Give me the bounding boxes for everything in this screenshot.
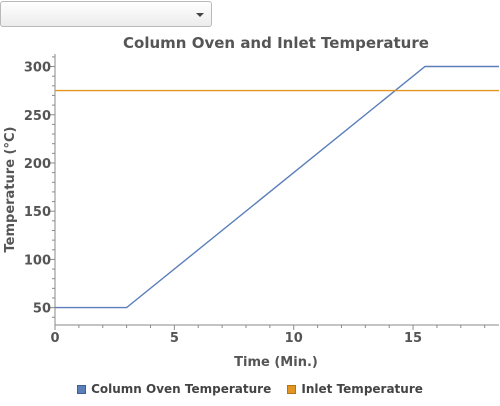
plot-area [55, 65, 499, 309]
legend-item-column-oven: Column Oven Temperature [77, 382, 271, 396]
legend-swatch [77, 385, 87, 394]
chart-title: Column Oven and Inlet Temperature [123, 34, 429, 52]
axes: 0 5 10 15 50 100 150 200 250 300 [24, 54, 499, 346]
y-tick-label: 100 [24, 253, 51, 268]
x-tick-label: 5 [170, 331, 179, 346]
line-chart: Column Oven and Inlet Temperature Temper… [3, 34, 499, 370]
legend-swatch [287, 385, 297, 394]
y-tick-label: 300 [24, 61, 51, 76]
y-tick-label: 200 [24, 157, 51, 172]
x-tick-label: 10 [285, 331, 303, 346]
x-tick-label: 15 [404, 331, 422, 346]
y-tick-label: 50 [33, 302, 51, 317]
legend-item-inlet: Inlet Temperature [287, 382, 423, 396]
legend-label-inlet: Inlet Temperature [301, 382, 423, 396]
y-axis-label: Temperature (°C) [3, 127, 18, 253]
y-tick-label: 250 [24, 109, 51, 124]
chevron-down-icon [196, 13, 204, 17]
series-line-0 [55, 65, 499, 309]
x-axis-label: Time (Min.) [234, 355, 318, 370]
x-tick-label: 0 [50, 331, 59, 346]
chart-legend: Column Oven Temperature Inlet Temperatur… [0, 382, 500, 396]
chart-selector-dropdown[interactable] [0, 1, 212, 27]
legend-label-column-oven: Column Oven Temperature [91, 382, 272, 396]
y-tick-label: 150 [24, 205, 51, 220]
